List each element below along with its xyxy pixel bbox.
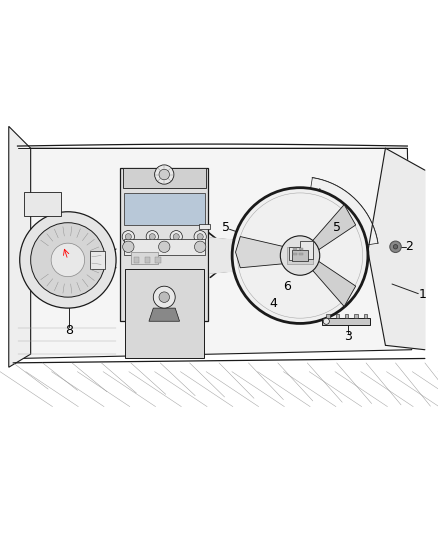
Bar <box>124 193 205 225</box>
Circle shape <box>393 245 398 249</box>
Circle shape <box>31 223 105 297</box>
Circle shape <box>20 212 116 308</box>
Bar <box>124 239 205 255</box>
Circle shape <box>280 236 320 275</box>
Circle shape <box>159 292 170 302</box>
Circle shape <box>323 318 329 324</box>
Bar <box>364 314 367 318</box>
Circle shape <box>194 241 206 253</box>
Bar <box>293 248 297 250</box>
Bar <box>155 257 161 263</box>
Bar <box>293 253 297 255</box>
Bar <box>354 314 358 318</box>
Polygon shape <box>305 257 356 306</box>
Circle shape <box>173 233 179 240</box>
Circle shape <box>51 243 85 277</box>
Text: 2: 2 <box>406 240 413 253</box>
Circle shape <box>149 233 155 240</box>
Circle shape <box>194 231 206 243</box>
Circle shape <box>197 233 203 240</box>
Bar <box>322 318 370 325</box>
Text: 1: 1 <box>419 288 427 302</box>
Circle shape <box>146 231 159 243</box>
Circle shape <box>123 241 134 253</box>
Text: 5: 5 <box>333 221 341 233</box>
Circle shape <box>390 241 401 253</box>
Circle shape <box>155 165 174 184</box>
Polygon shape <box>311 177 378 245</box>
Circle shape <box>125 233 131 240</box>
Bar <box>199 224 210 229</box>
Bar <box>90 251 105 269</box>
Text: 5: 5 <box>222 221 230 235</box>
Bar <box>125 269 204 359</box>
Polygon shape <box>236 237 296 268</box>
Bar <box>300 248 304 250</box>
Bar <box>120 168 208 321</box>
Bar <box>134 257 139 263</box>
Bar <box>24 192 61 216</box>
Polygon shape <box>210 238 237 273</box>
Polygon shape <box>307 205 356 254</box>
Polygon shape <box>149 308 180 321</box>
Text: 6: 6 <box>283 280 291 293</box>
Circle shape <box>170 231 182 243</box>
Bar <box>336 314 339 318</box>
Bar <box>123 168 206 188</box>
Circle shape <box>159 241 170 253</box>
Circle shape <box>122 231 134 243</box>
Polygon shape <box>18 148 412 359</box>
Bar <box>326 314 330 318</box>
Text: 3: 3 <box>344 330 352 343</box>
Bar <box>145 257 150 263</box>
Bar <box>345 314 349 318</box>
Bar <box>289 247 308 260</box>
Circle shape <box>232 188 368 324</box>
Bar <box>287 247 313 264</box>
Bar <box>131 252 158 264</box>
Circle shape <box>159 169 170 180</box>
Bar <box>300 241 314 259</box>
Bar <box>292 251 308 261</box>
Polygon shape <box>368 148 425 350</box>
Text: 4: 4 <box>270 297 278 310</box>
Bar <box>300 253 304 255</box>
Polygon shape <box>9 126 31 367</box>
Circle shape <box>153 286 175 308</box>
Text: 8: 8 <box>65 324 73 336</box>
